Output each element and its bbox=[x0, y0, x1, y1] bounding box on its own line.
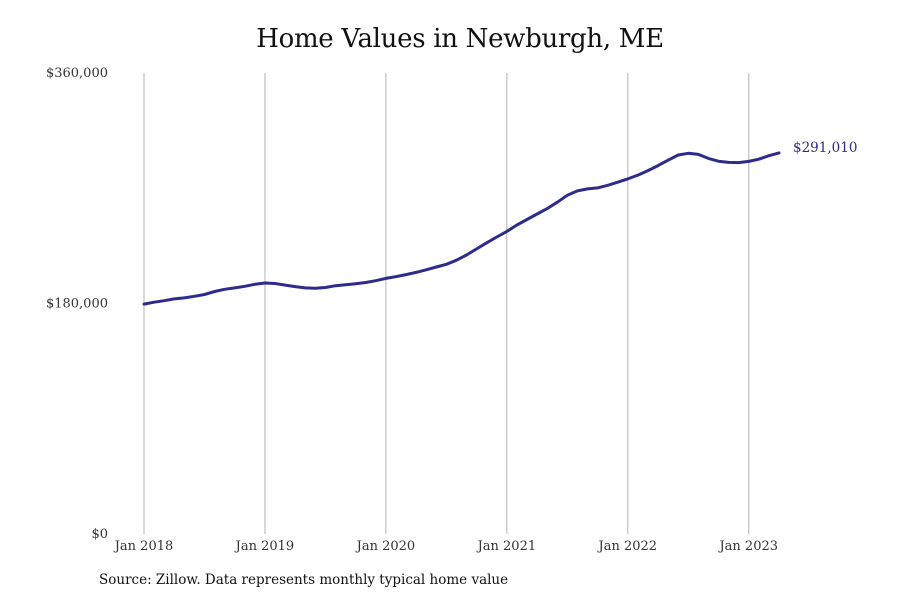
gridlines bbox=[143, 73, 750, 534]
latest-value-label: $291,010 bbox=[793, 140, 857, 156]
y-axis-labels: $0 $180,000 $360,000 bbox=[46, 66, 108, 542]
x-tick-label: Jan 2022 bbox=[597, 539, 658, 554]
y-tick-label: $180,000 bbox=[46, 297, 108, 312]
x-axis-labels: Jan 2018 Jan 2019 Jan 2020 Jan 2021 Jan 2022… bbox=[113, 539, 778, 554]
x-tick-label: Jan 2021 bbox=[476, 539, 537, 554]
x-tick-label: Jan 2023 bbox=[717, 539, 778, 554]
y-tick-label: $360,000 bbox=[46, 66, 108, 81]
chart-title: Home Values in Newburgh, ME bbox=[256, 24, 664, 54]
home-value-line bbox=[142, 151, 781, 306]
y-tick-label: $0 bbox=[91, 527, 108, 542]
x-tick-label: Jan 2018 bbox=[113, 539, 174, 554]
x-tick-label: Jan 2019 bbox=[234, 539, 295, 554]
x-tick-label: Jan 2020 bbox=[355, 539, 416, 554]
source-note: Source: Zillow. Data represents monthly … bbox=[99, 572, 509, 588]
